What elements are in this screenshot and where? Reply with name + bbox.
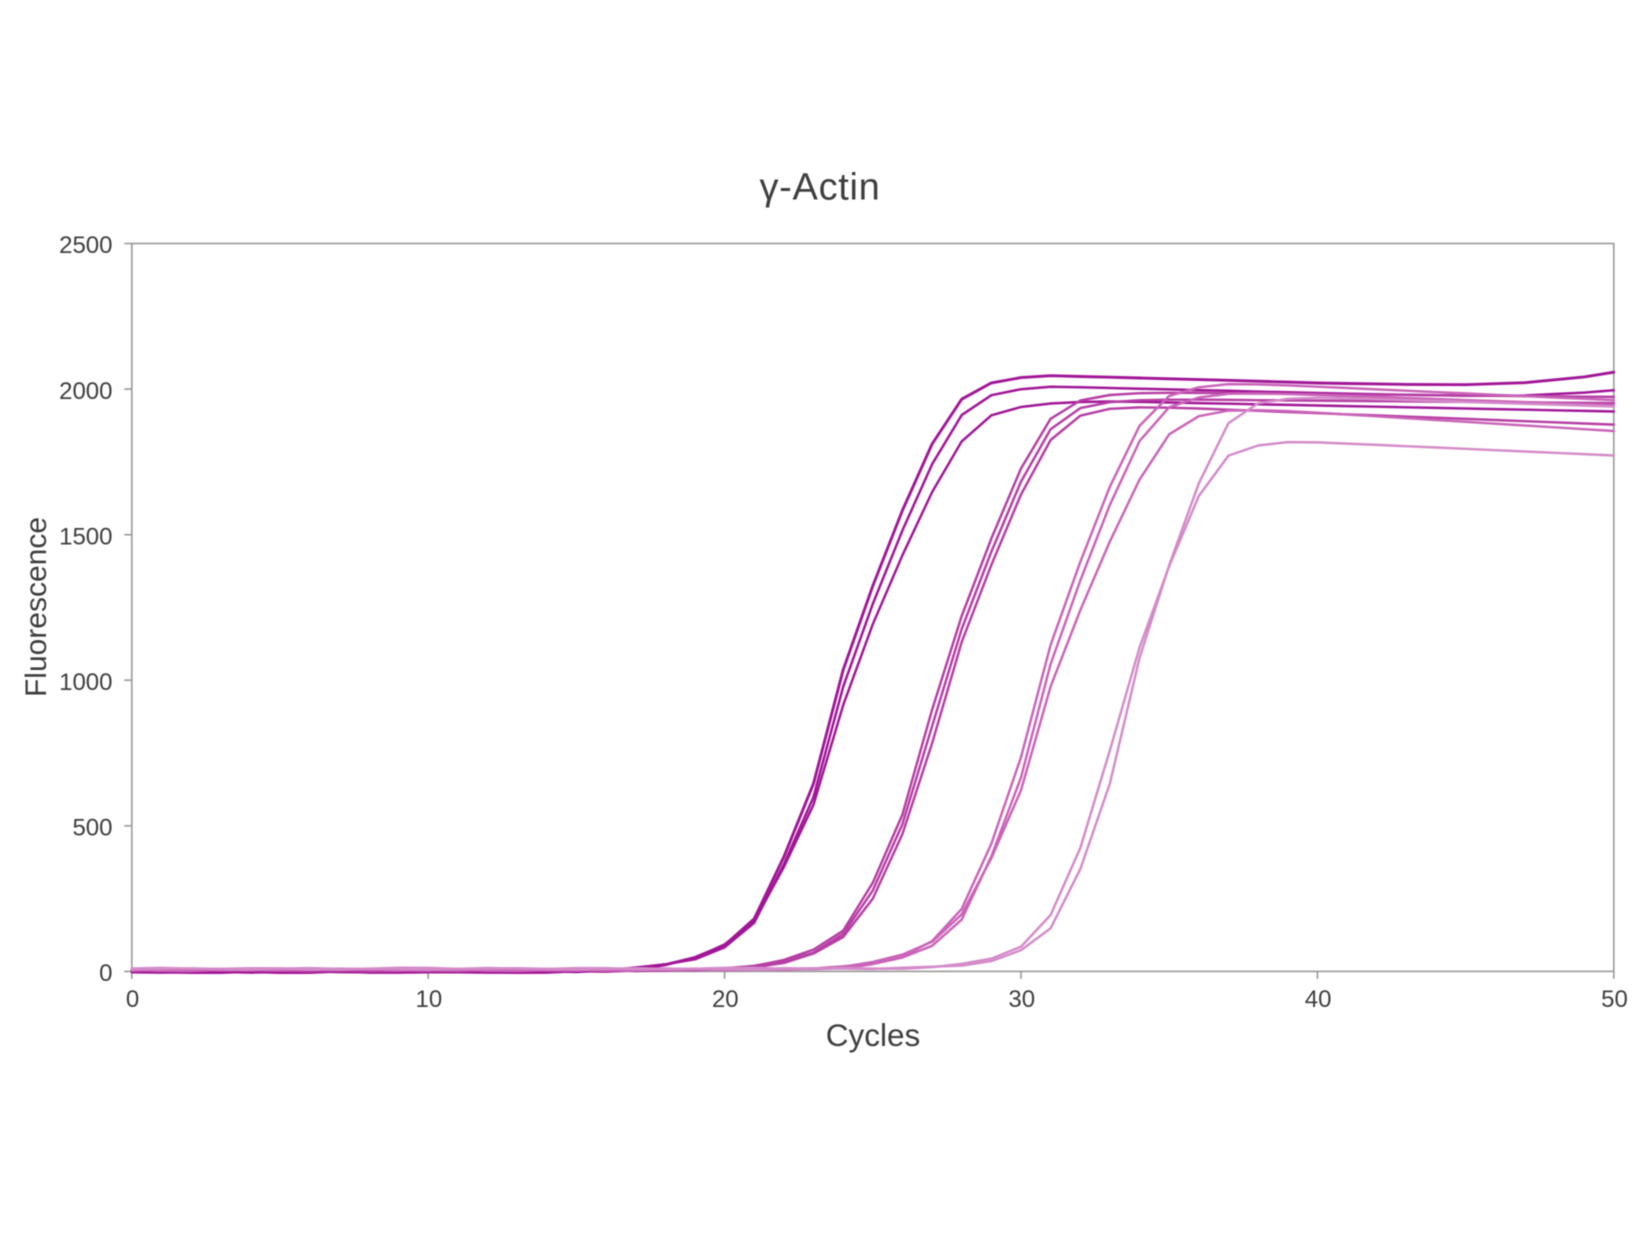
svg-text:30: 30 [1008,986,1035,1013]
svg-text:20: 20 [712,986,739,1013]
svg-text:2000: 2000 [59,378,112,405]
svg-text:0: 0 [99,960,112,987]
svg-text:10: 10 [416,986,443,1013]
svg-text:Fluorescence: Fluorescence [20,517,53,697]
svg-text:1000: 1000 [59,669,112,696]
svg-text:0: 0 [126,986,139,1013]
svg-text:1500: 1500 [59,523,112,550]
svg-text:500: 500 [72,815,112,842]
svg-text:γ-Actin: γ-Actin [759,167,880,209]
svg-text:Cycles: Cycles [826,1017,921,1053]
svg-text:2500: 2500 [59,232,112,259]
svg-text:50: 50 [1601,986,1628,1013]
svg-text:40: 40 [1305,986,1332,1013]
